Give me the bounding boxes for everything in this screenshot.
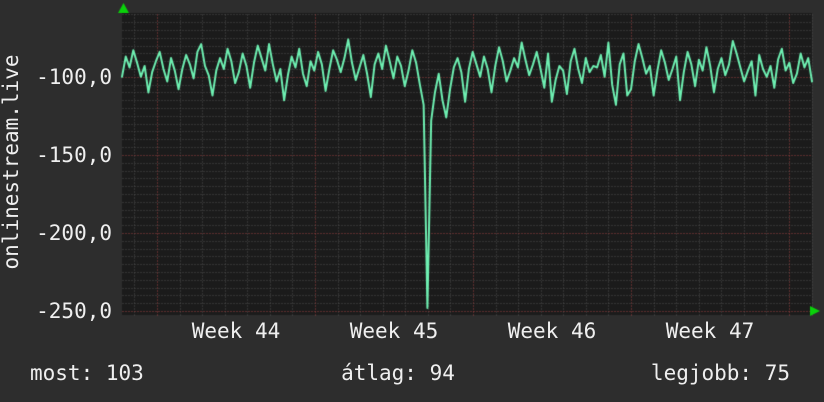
stat-current-value: most: 103 bbox=[30, 361, 144, 385]
stat-best-value: legjobb: 75 bbox=[650, 361, 790, 385]
stat-average-value: átlag: 94 bbox=[341, 361, 455, 385]
x-tick-label-week-46: Week 46 bbox=[507, 319, 597, 343]
x-tick-label-week-47: Week 47 bbox=[665, 319, 755, 343]
x-tick-label-week-45: Week 45 bbox=[349, 319, 439, 343]
y-tick-label--100: -100,0 bbox=[36, 65, 112, 89]
x-tick-label-week-44: Week 44 bbox=[191, 319, 281, 343]
y-tick-label--150: -150,0 bbox=[36, 143, 112, 167]
y-tick-label--200: -200,0 bbox=[36, 221, 112, 245]
y-tick-label--250: -250,0 bbox=[36, 299, 112, 323]
